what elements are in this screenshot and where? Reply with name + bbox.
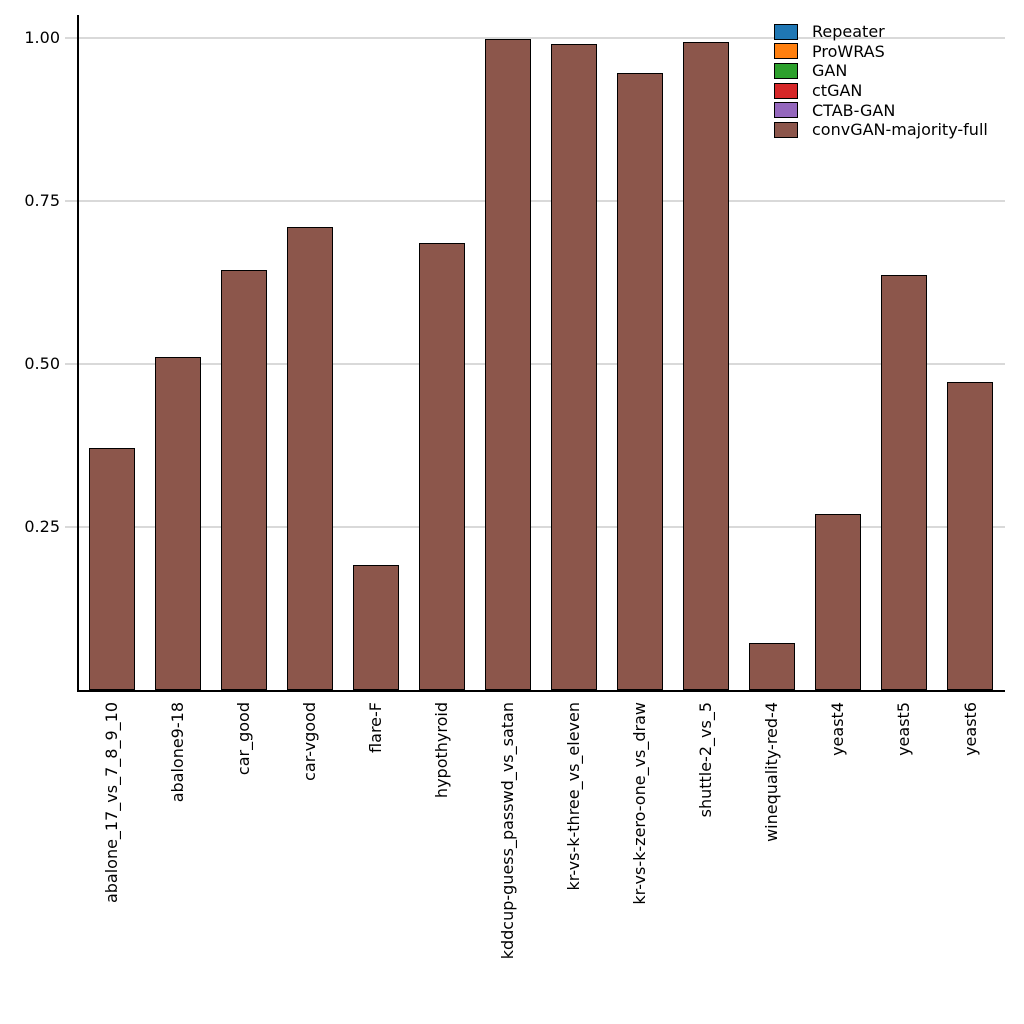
bar-winequality-red-4 — [748, 643, 795, 690]
x-tick-label-abalone9-18: abalone9-18 — [168, 702, 188, 803]
legend-swatch-icon — [774, 43, 798, 60]
bar-kddcup-guess_passwd_vs_satan — [484, 39, 531, 690]
legend-swatch-icon — [774, 62, 798, 79]
bar-hypothyroid — [418, 242, 465, 690]
y-tick-label-0.25: 0.25 — [24, 517, 60, 536]
legend: Repeater ProWRAS GAN ctGAN CTAB-GAN convGAN-m… — [774, 22, 988, 140]
x-tick-label-kddcup-guess_passwd_vs_satan: kddcup-guess_passwd_vs_satan — [498, 702, 518, 960]
legend-item-ctGAN: ctGAN — [774, 81, 988, 101]
bar-car-vgood — [286, 227, 333, 690]
x-tick-label-kr-vs-k-zero-one_vs_draw: kr-vs-k-zero-one_vs_draw — [630, 702, 650, 905]
bar-yeast4 — [814, 513, 861, 690]
legend-item-CTAB-GAN: CTAB-GAN — [774, 100, 988, 120]
x-tick-label-shuttle-2_vs_5: shuttle-2_vs_5 — [696, 702, 716, 818]
bar-yeast6 — [947, 382, 994, 690]
gridline-1.00 — [77, 37, 1005, 39]
x-tick-label-car_good: car_good — [234, 702, 254, 776]
legend-label: ctGAN — [812, 81, 863, 101]
bar-kr-vs-k-zero-one_vs_draw — [616, 73, 663, 690]
legend-swatch-icon — [774, 23, 798, 40]
x-tick-label-winequality-red-4: winequality-red-4 — [762, 702, 782, 842]
legend-label: ProWRAS — [812, 41, 885, 61]
bar-abalone9-18 — [154, 356, 201, 690]
legend-label: CTAB-GAN — [812, 100, 896, 120]
y-tick-mark — [65, 37, 77, 39]
legend-item-convGAN-majority-full: convGAN-majority-full — [774, 120, 988, 140]
legend-label: GAN — [812, 61, 848, 81]
y-axis-spine — [77, 15, 79, 692]
y-tick-mark — [65, 200, 77, 202]
legend-label: convGAN-majority-full — [812, 120, 988, 140]
x-tick-label-flare-F: flare-F — [366, 702, 386, 753]
x-tick-label-yeast4: yeast4 — [828, 702, 848, 756]
x-tick-label-abalone_17_vs_7_8_9_10: abalone_17_vs_7_8_9_10 — [102, 702, 121, 904]
legend-label: Repeater — [812, 22, 885, 42]
x-tick-label-kr-vs-k-three_vs_eleven: kr-vs-k-three_vs_eleven — [564, 702, 584, 891]
legend-item-GAN: GAN — [774, 61, 988, 81]
x-axis-spine — [77, 690, 1005, 692]
gridline-0.25 — [77, 526, 1005, 528]
bar-flare-F — [352, 564, 399, 690]
y-tick-mark — [65, 363, 77, 365]
bar-abalone_17_vs_7_8_9_10 — [88, 448, 135, 690]
bar-yeast5 — [880, 274, 927, 690]
y-tick-label-0.50: 0.50 — [24, 354, 60, 373]
bar-kr-vs-k-three_vs_eleven — [550, 43, 597, 690]
x-tick-label-yeast6: yeast6 — [960, 702, 980, 756]
legend-swatch-icon — [774, 102, 798, 119]
legend-item-ProWRAS: ProWRAS — [774, 42, 988, 62]
y-tick-mark — [65, 526, 77, 528]
x-tick-label-car-vgood: car-vgood — [300, 702, 320, 781]
legend-swatch-icon — [774, 82, 798, 99]
legend-swatch-icon — [774, 121, 798, 138]
gridline-0.75 — [77, 200, 1005, 202]
y-tick-label-0.75: 0.75 — [24, 191, 60, 210]
x-tick-label-hypothyroid: hypothyroid — [432, 702, 452, 799]
bar-shuttle-2_vs_5 — [682, 41, 729, 690]
bar-car_good — [220, 270, 267, 690]
gridline-0.50 — [77, 363, 1005, 365]
y-tick-label-1.00: 1.00 — [24, 28, 60, 47]
legend-item-Repeater: Repeater — [774, 22, 988, 42]
x-tick-label-yeast5: yeast5 — [894, 702, 914, 756]
